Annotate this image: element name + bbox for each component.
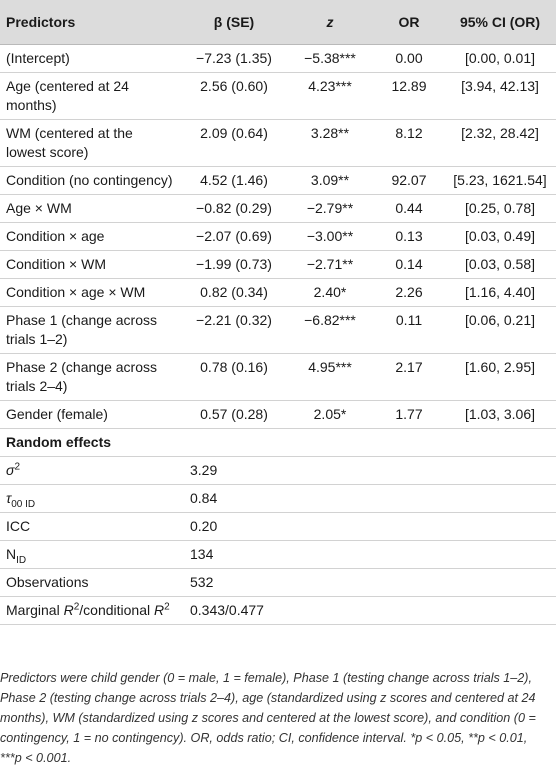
- cell-predictor: Age (centered at 24 months): [0, 72, 182, 120]
- header-z: z: [286, 0, 374, 45]
- cell-predictor: Condition × age: [0, 222, 182, 251]
- cell-ci: [2.32, 28.42]: [444, 119, 556, 167]
- re-label-r2: Marginal R2/conditional R2: [0, 596, 182, 625]
- random-effects-body: Random effects σ2 3.29 τ00 ID 0.84 ICC 0…: [0, 428, 556, 625]
- cell-beta-se: −2.07 (0.69): [182, 222, 286, 251]
- table-row: Age (centered at 24 months) 2.56 (0.60) 4.…: [0, 72, 556, 120]
- cell-ci: [1.16, 4.40]: [444, 278, 556, 307]
- cell-or: 92.07: [374, 166, 444, 195]
- cell-z: −5.38***: [286, 44, 374, 73]
- table-row: Condition × age −2.07 (0.69) −3.00** 0.13 [0…: [0, 222, 556, 251]
- cell-or: 12.89: [374, 72, 444, 120]
- cell-or: 8.12: [374, 119, 444, 167]
- cell-beta-se: 4.52 (1.46): [182, 166, 286, 195]
- header-predictors: Predictors: [0, 0, 182, 45]
- table-row: Condition × age × WM 0.82 (0.34) 2.40* 2.26…: [0, 278, 556, 307]
- regression-table: Predictors β (SE) z OR 95% CI (OR) (Inte…: [0, 0, 556, 625]
- table-row: (Intercept) −7.23 (1.35) −5.38*** 0.00 [0.00…: [0, 44, 556, 73]
- re-row-observations: Observations 532: [0, 568, 556, 597]
- table-row: Phase 1 (change across trials 1–2) −2.21 …: [0, 306, 556, 354]
- cell-or: 2.26: [374, 278, 444, 307]
- cell-or: 2.17: [374, 353, 444, 401]
- cell-beta-se: −0.82 (0.29): [182, 194, 286, 223]
- table-footnote: Predictors were child gender (0 = male, …: [0, 671, 536, 765]
- cell-beta-se: 0.57 (0.28): [182, 400, 286, 429]
- cell-or: 0.00: [374, 44, 444, 73]
- cell-ci: [0.00, 0.01]: [444, 44, 556, 73]
- re-value-r2: 0.343/0.477: [182, 596, 286, 625]
- cell-or: 0.13: [374, 222, 444, 251]
- re-label-observations: Observations: [0, 568, 182, 597]
- cell-predictor: Condition (no contingency): [0, 166, 182, 195]
- cell-z: −2.71**: [286, 250, 374, 279]
- cell-z: −6.82***: [286, 306, 374, 354]
- cell-predictor: Condition × WM: [0, 250, 182, 279]
- re-value-tau: 0.84: [182, 484, 286, 513]
- cell-z: 3.09**: [286, 166, 374, 195]
- cell-beta-se: 2.09 (0.64): [182, 119, 286, 167]
- cell-z: 4.95***: [286, 353, 374, 401]
- re-row-n: NID 134: [0, 540, 556, 569]
- re-value-n: 134: [182, 540, 286, 569]
- cell-predictor: Phase 1 (change across trials 1–2): [0, 306, 182, 354]
- re-label-tau: τ00 ID: [0, 484, 182, 513]
- table-row: Condition (no contingency) 4.52 (1.46) 3.0…: [0, 166, 556, 195]
- cell-ci: [0.06, 0.21]: [444, 306, 556, 354]
- cell-z: 2.40*: [286, 278, 374, 307]
- cell-predictor: Phase 2 (change across trials 2–4): [0, 353, 182, 401]
- cell-beta-se: −2.21 (0.32): [182, 306, 286, 354]
- cell-or: 1.77: [374, 400, 444, 429]
- re-value-observations: 532: [182, 568, 286, 597]
- header-or: OR: [374, 0, 444, 45]
- cell-beta-se: 2.56 (0.60): [182, 72, 286, 120]
- re-row-icc: ICC 0.20: [0, 512, 556, 541]
- cell-predictor: WM (centered at the lowest score): [0, 119, 182, 167]
- cell-ci: [1.60, 2.95]: [444, 353, 556, 401]
- random-effects-heading: Random effects: [0, 428, 556, 457]
- cell-beta-se: 0.78 (0.16): [182, 353, 286, 401]
- cell-predictor: Gender (female): [0, 400, 182, 429]
- table-row: Phase 2 (change across trials 2–4) 0.78 (…: [0, 353, 556, 401]
- re-label-sigma: σ2: [0, 456, 182, 485]
- random-effects-heading-row: Random effects: [0, 428, 556, 457]
- header-beta-se: β (SE): [182, 0, 286, 45]
- cell-beta-se: 0.82 (0.34): [182, 278, 286, 307]
- table-row: Gender (female) 0.57 (0.28) 2.05* 1.77 [1.03…: [0, 400, 556, 429]
- re-row-r2: Marginal R2/conditional R2 0.343/0.477: [0, 596, 556, 625]
- cell-or: 0.44: [374, 194, 444, 223]
- fixed-effects-body: (Intercept) −7.23 (1.35) −5.38*** 0.00 [0.00…: [0, 44, 556, 429]
- table-row: Condition × WM −1.99 (0.73) −2.71** 0.14 [0.…: [0, 250, 556, 279]
- cell-ci: [3.94, 42.13]: [444, 72, 556, 120]
- re-label-icc: ICC: [0, 512, 182, 541]
- cell-ci: [5.23, 1621.54]: [444, 166, 556, 195]
- cell-ci: [1.03, 3.06]: [444, 400, 556, 429]
- table-header: Predictors β (SE) z OR 95% CI (OR): [0, 0, 556, 45]
- cell-ci: [0.03, 0.58]: [444, 250, 556, 279]
- re-value-sigma: 3.29: [182, 456, 286, 485]
- cell-ci: [0.03, 0.49]: [444, 222, 556, 251]
- cell-beta-se: −1.99 (0.73): [182, 250, 286, 279]
- cell-beta-se: −7.23 (1.35): [182, 44, 286, 73]
- header-ci: 95% CI (OR): [444, 0, 556, 45]
- table-row: Age × WM −0.82 (0.29) −2.79** 0.44 [0.25, 0.…: [0, 194, 556, 223]
- cell-predictor: Age × WM: [0, 194, 182, 223]
- cell-ci: [0.25, 0.78]: [444, 194, 556, 223]
- table-row: WM (centered at the lowest score) 2.09 (0…: [0, 119, 556, 167]
- cell-z: −2.79**: [286, 194, 374, 223]
- cell-or: 0.14: [374, 250, 444, 279]
- cell-predictor: (Intercept): [0, 44, 182, 73]
- cell-z: −3.00**: [286, 222, 374, 251]
- re-label-n: NID: [0, 540, 182, 569]
- re-value-icc: 0.20: [182, 512, 286, 541]
- cell-predictor: Condition × age × WM: [0, 278, 182, 307]
- cell-z: 4.23***: [286, 72, 374, 120]
- cell-or: 0.11: [374, 306, 444, 354]
- re-row-sigma: σ2 3.29: [0, 456, 556, 485]
- re-row-tau: τ00 ID 0.84: [0, 484, 556, 513]
- cell-z: 3.28**: [286, 119, 374, 167]
- cell-z: 2.05*: [286, 400, 374, 429]
